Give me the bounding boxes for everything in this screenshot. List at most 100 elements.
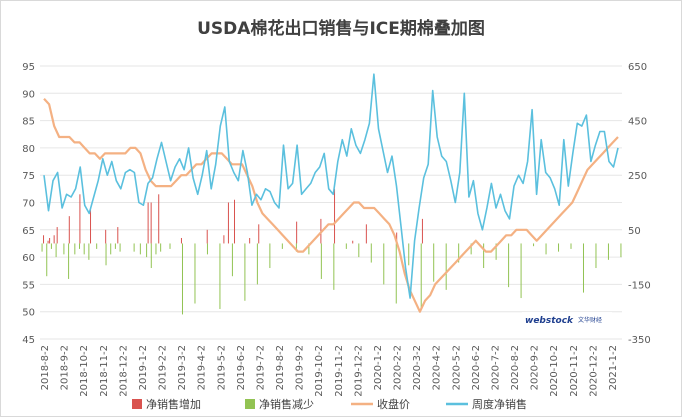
bar bbox=[558, 243, 560, 252]
bar bbox=[620, 243, 622, 258]
bar bbox=[139, 243, 141, 255]
bar bbox=[206, 243, 208, 255]
x-tick-label: 2020-9-2 bbox=[530, 345, 541, 390]
bar bbox=[49, 237, 51, 244]
left-axis-tick-label: 90 bbox=[22, 89, 35, 100]
x-tick-label: 2020-5-2 bbox=[451, 345, 462, 390]
bar bbox=[114, 243, 116, 249]
x-tick-label: 2021-1-2 bbox=[608, 345, 619, 390]
bar bbox=[79, 194, 81, 244]
bar bbox=[258, 224, 260, 244]
legend-label: 周度净销售 bbox=[472, 397, 527, 411]
bar bbox=[595, 243, 597, 269]
left-axis-tick-label: 85 bbox=[22, 117, 35, 128]
bar bbox=[320, 243, 322, 279]
right-axis-tick-label: 250 bbox=[628, 171, 647, 182]
legend-label: 净销售减少 bbox=[259, 397, 314, 411]
watermark-brand: webstock bbox=[525, 316, 574, 326]
bar bbox=[227, 202, 229, 244]
bar bbox=[56, 227, 58, 244]
bar bbox=[46, 243, 48, 277]
bar bbox=[158, 194, 160, 244]
bar bbox=[545, 243, 547, 255]
bar bbox=[180, 237, 182, 244]
right-axis-tick-label: -150 bbox=[628, 280, 651, 291]
bar bbox=[117, 227, 119, 244]
x-tick-label: 2019-6-2 bbox=[236, 345, 247, 390]
bar bbox=[296, 221, 298, 244]
bar bbox=[234, 199, 235, 244]
watermark-sub: 文华财经 bbox=[578, 316, 602, 324]
bar bbox=[365, 224, 367, 244]
x-tick-label: 2020-7-2 bbox=[490, 345, 501, 390]
bar bbox=[155, 243, 157, 255]
bar bbox=[68, 216, 70, 244]
left-axis-tick-label: 80 bbox=[22, 144, 35, 155]
bar bbox=[43, 235, 45, 244]
bar bbox=[333, 243, 335, 290]
x-tick-label: 2018-12-2 bbox=[118, 345, 129, 397]
bar bbox=[53, 235, 55, 244]
bars-group bbox=[41, 188, 622, 315]
bar bbox=[150, 202, 152, 244]
bar bbox=[345, 243, 347, 249]
bar bbox=[83, 243, 85, 255]
weekly-sales-line bbox=[43, 73, 619, 299]
watermark: webstock 文华财经 bbox=[522, 312, 612, 326]
price-line bbox=[43, 98, 619, 313]
bar bbox=[41, 243, 43, 252]
x-tick-label: 2019-5-2 bbox=[216, 345, 227, 390]
x-tick-label: 2019-10-2 bbox=[314, 345, 325, 397]
x-tick-label: 2019-7-2 bbox=[255, 345, 266, 390]
bar bbox=[55, 243, 57, 258]
left-axis-tick-label: 95 bbox=[22, 62, 35, 73]
legend-swatch bbox=[132, 399, 142, 409]
left-axis-tick-label: 50 bbox=[22, 308, 35, 319]
right-axis-tick-label: 650 bbox=[628, 62, 647, 73]
x-tick-label: 2019-1-2 bbox=[138, 345, 149, 390]
bar bbox=[231, 243, 233, 277]
left-axis-tick-label: 65 bbox=[22, 226, 35, 237]
x-tick-label: 2020-4-2 bbox=[432, 345, 443, 390]
bar bbox=[150, 243, 152, 269]
x-tick-label: 2020-2-2 bbox=[393, 345, 404, 390]
bar bbox=[206, 229, 208, 244]
x-tick-label: 2018-11-2 bbox=[99, 345, 110, 397]
x-tick-label: 2020-3-2 bbox=[412, 345, 423, 390]
bar bbox=[370, 243, 372, 263]
bar bbox=[169, 243, 171, 249]
x-tick-label: 2019-2-2 bbox=[158, 345, 169, 390]
bar bbox=[396, 232, 398, 244]
bar bbox=[281, 243, 283, 249]
bar bbox=[68, 243, 70, 279]
bar bbox=[308, 243, 310, 255]
x-tick-label: 2020-11-2 bbox=[569, 345, 580, 397]
legend-swatch bbox=[245, 399, 255, 409]
right-axis-tick-label: 450 bbox=[628, 117, 647, 128]
right-axis-tick-label: -350 bbox=[628, 335, 651, 346]
lines-group bbox=[43, 73, 619, 313]
chart-title: USDA棉花出口销售与ICE期棉叠加图 bbox=[197, 19, 485, 39]
x-tick-label: 2020-6-2 bbox=[471, 345, 482, 390]
right-axis-tick-label: 50 bbox=[628, 226, 641, 237]
left-axis-tick-label: 60 bbox=[22, 253, 35, 264]
x-tick-label: 2020-12-2 bbox=[588, 345, 599, 397]
bar bbox=[105, 229, 107, 244]
bar bbox=[295, 243, 297, 252]
bar bbox=[74, 243, 76, 255]
left-axis-tick-label: 55 bbox=[22, 280, 35, 291]
bar bbox=[110, 243, 112, 255]
bar bbox=[607, 243, 609, 260]
bar bbox=[570, 243, 572, 249]
bar bbox=[383, 243, 385, 285]
bar bbox=[256, 243, 258, 285]
left-axis-tick-label: 45 bbox=[22, 335, 35, 346]
x-tick-label: 2019-12-2 bbox=[353, 345, 364, 397]
legend-label: 收盘价 bbox=[377, 397, 410, 411]
bar bbox=[160, 243, 162, 252]
x-tick-label: 2018-9-2 bbox=[60, 345, 71, 390]
bar bbox=[269, 243, 271, 269]
bar bbox=[420, 243, 422, 309]
